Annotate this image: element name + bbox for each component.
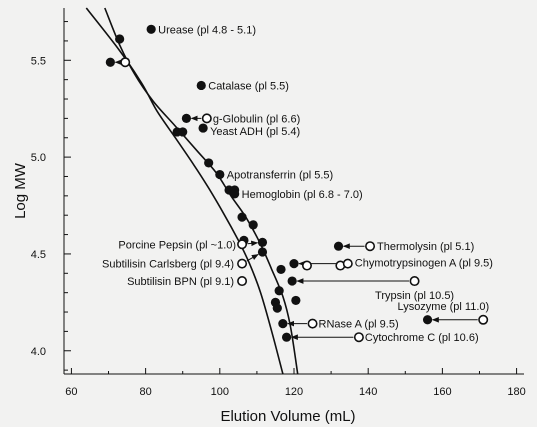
protein-label: Yeast ADH (pl 5.4) [210, 126, 300, 138]
labeled-point [478, 314, 489, 325]
protein-label: Trypsin (pl 10.5) [375, 290, 454, 302]
labeled-point [196, 80, 206, 91]
filled-point [333, 241, 344, 251]
filled-point [287, 276, 297, 286]
protein-label: Apotransferrin (pl 5.5) [227, 170, 333, 182]
labeled-point [237, 239, 248, 250]
labeled-point [198, 123, 208, 133]
x-tick-label: 100 [211, 386, 229, 398]
protein-label: Cytochrome C (pl 10.6) [365, 332, 479, 344]
filled-point [278, 319, 288, 329]
labeled-point [201, 113, 212, 124]
filled-point [281, 332, 292, 342]
x-tick-label: 60 [65, 386, 77, 398]
protein-label: Porcine Pepsin (pl ~1.0) [118, 239, 236, 251]
protein-labels: Urease (pl 4.8 - 5.1) Catalase (pl 5.5) g-… [102, 24, 493, 344]
open-point [120, 57, 131, 68]
labeled-point [146, 24, 156, 34]
protein-label: Lysozyme (pl 11.0) [397, 301, 489, 313]
filled-point [257, 247, 268, 257]
calibration-curve [85, 7, 284, 375]
filled-point [274, 286, 284, 296]
y-tick-label: 4.0 [31, 346, 46, 358]
x-tick-label: 160 [433, 386, 451, 398]
filled-point [276, 264, 286, 275]
labeled-point [365, 241, 376, 252]
protein-label: Subtilisin BPN (pl 9.1) [127, 276, 234, 288]
filled-point [272, 303, 282, 313]
shift-arrows [114, 59, 478, 341]
filled-point [291, 295, 301, 306]
x-tick-label: 80 [139, 386, 151, 398]
shift-arrow [246, 254, 259, 262]
filled-point [237, 212, 247, 222]
labeled-point [307, 318, 318, 329]
labeled-point [237, 258, 248, 269]
filled-point [178, 127, 188, 137]
filled-point [115, 34, 125, 44]
labeled-point [342, 258, 353, 269]
x-axis-title: Elution Volume (mL) [220, 408, 355, 425]
protein-label: RNase A (pl 9.5) [319, 319, 399, 331]
protein-label: Catalase (pl 5.5) [208, 80, 289, 92]
filled-point [105, 57, 115, 67]
x-tick-label: 120 [285, 386, 303, 398]
y-tick-label: 5.5 [31, 55, 46, 67]
labeled-point [409, 276, 420, 287]
open-point [301, 260, 312, 271]
axes: 60 80 100 120 140 160 180 4.0 4.5 5.0 5.5 Elution V… [12, 8, 526, 425]
filled-point [257, 237, 268, 247]
filled-point [289, 259, 299, 269]
labeled-point [215, 169, 225, 180]
y-axis-title: Log MW [12, 162, 29, 219]
filled-point [204, 158, 214, 168]
shift-arrow [247, 240, 259, 247]
labeled-point [237, 276, 248, 287]
filled-point [422, 315, 433, 325]
protein-label: Thermolysin (pl 5.1) [377, 241, 474, 253]
protein-label: Subtilisin Carlsberg (pl 9.4) [102, 259, 234, 271]
labeled-point [353, 332, 364, 343]
data-markers [105, 24, 489, 343]
y-tick-label: 4.5 [31, 249, 46, 261]
filled-point [181, 113, 192, 123]
labeled-point [230, 189, 240, 199]
protein-label: Hemoglobin (pl 6.8 - 7.0) [242, 189, 363, 201]
protein-label: g-Globulin (pl 6.6) [213, 113, 300, 125]
protein-label: Urease (pl 4.8 - 5.1) [158, 24, 256, 36]
filled-point [248, 220, 258, 230]
x-tick-label: 140 [359, 386, 377, 398]
x-tick-label: 180 [507, 386, 525, 398]
protein-label: Chymotrypsinogen A (pl 9.5) [355, 258, 493, 270]
y-tick-label: 5.0 [31, 152, 46, 164]
